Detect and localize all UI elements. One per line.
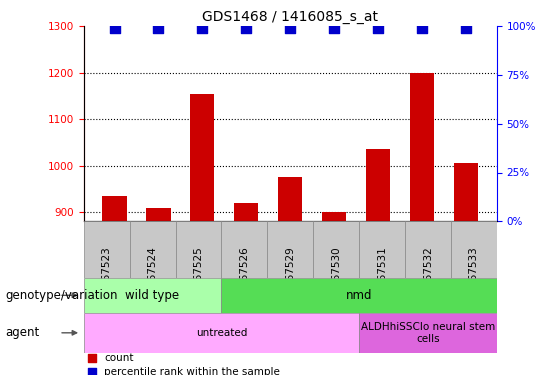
Bar	[103, 196, 127, 221]
Bar	[190, 94, 214, 221]
Bar	[451, 221, 497, 278]
Bar	[146, 208, 171, 221]
Text: GSM67532: GSM67532	[423, 247, 433, 303]
Point	[418, 25, 427, 31]
Bar	[130, 221, 176, 278]
Point	[242, 25, 251, 31]
Title: GDS1468 / 1416085_s_at: GDS1468 / 1416085_s_at	[202, 10, 378, 24]
Bar	[84, 313, 359, 352]
Point	[154, 25, 163, 31]
Point	[110, 25, 119, 31]
Bar	[359, 221, 405, 278]
Text: GSM67530: GSM67530	[331, 247, 341, 303]
Bar	[267, 221, 313, 278]
Text: untreated: untreated	[195, 328, 247, 338]
Text: GSM67524: GSM67524	[147, 247, 158, 303]
Text: GSM67533: GSM67533	[469, 247, 479, 303]
Bar	[366, 149, 390, 221]
Point	[198, 25, 207, 31]
Bar	[234, 202, 259, 221]
Bar	[84, 221, 130, 278]
Point	[361, 207, 370, 213]
Text: ALDHhiSSClo neural stem
cells: ALDHhiSSClo neural stem cells	[361, 322, 495, 344]
Text: GSM67526: GSM67526	[239, 247, 249, 303]
Text: percentile rank within the sample: percentile rank within the sample	[104, 367, 280, 375]
Text: count: count	[104, 353, 134, 363]
Text: GSM67531: GSM67531	[377, 247, 387, 303]
Bar	[278, 177, 302, 221]
Text: wild type: wild type	[125, 289, 180, 302]
Point	[374, 25, 382, 31]
Text: genotype/variation: genotype/variation	[5, 289, 118, 302]
Bar	[410, 73, 434, 221]
Bar	[221, 221, 267, 278]
Point	[361, 330, 370, 336]
Point	[330, 25, 339, 31]
Bar	[405, 221, 451, 278]
Bar	[322, 212, 346, 221]
Bar	[359, 313, 497, 352]
Text: GSM67529: GSM67529	[285, 247, 295, 303]
Text: GSM67525: GSM67525	[193, 247, 204, 303]
Text: agent: agent	[5, 326, 39, 339]
Bar	[221, 278, 497, 313]
Text: GSM67523: GSM67523	[102, 247, 112, 303]
Bar	[84, 278, 221, 313]
Point	[286, 25, 295, 31]
Text: nmd: nmd	[346, 289, 373, 302]
Point	[462, 25, 470, 31]
Bar	[454, 163, 478, 221]
Bar	[176, 221, 221, 278]
Bar	[313, 221, 359, 278]
